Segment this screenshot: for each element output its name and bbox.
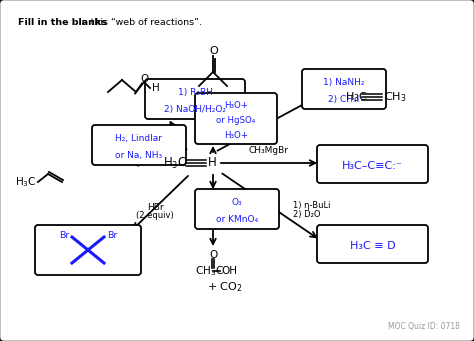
Text: 1) η-BuLi: 1) η-BuLi	[293, 201, 330, 209]
Text: H₃C–C≡C:⁻: H₃C–C≡C:⁻	[342, 161, 403, 170]
Text: H: H	[152, 83, 160, 93]
Text: H₃O+: H₃O+	[224, 131, 248, 140]
Text: HBr: HBr	[146, 203, 164, 211]
FancyBboxPatch shape	[195, 93, 277, 144]
FancyBboxPatch shape	[317, 145, 428, 183]
Text: O: O	[141, 74, 149, 84]
Text: in this “web of reactions”.: in this “web of reactions”.	[76, 18, 202, 27]
Text: H₂, Lindlar: H₂, Lindlar	[116, 134, 163, 143]
Text: 1) R₂BH: 1) R₂BH	[178, 88, 212, 97]
FancyBboxPatch shape	[92, 125, 186, 165]
Text: Br: Br	[59, 231, 69, 239]
Text: 2) CH₃I: 2) CH₃I	[328, 95, 360, 104]
FancyBboxPatch shape	[35, 225, 141, 275]
Text: + CO$_2$: + CO$_2$	[207, 280, 243, 294]
Text: MOC Quiz ID: 0718: MOC Quiz ID: 0718	[388, 322, 460, 331]
Text: Fill in the blanks: Fill in the blanks	[18, 18, 107, 27]
Text: Br: Br	[107, 231, 117, 239]
Text: H$_3$C: H$_3$C	[163, 155, 187, 170]
Text: H: H	[208, 157, 217, 169]
Text: H₃C ≡ D: H₃C ≡ D	[350, 241, 395, 251]
Text: O₃: O₃	[232, 198, 242, 207]
Text: OH: OH	[221, 266, 237, 276]
Text: or KMnO₄: or KMnO₄	[216, 215, 258, 224]
Text: H$_3$C: H$_3$C	[15, 175, 36, 189]
Text: 2) NaOH/H₂O₂: 2) NaOH/H₂O₂	[164, 105, 226, 114]
Text: or Na, NH₃: or Na, NH₃	[116, 151, 163, 160]
Text: CH$_3$: CH$_3$	[384, 90, 407, 104]
Text: or HgSO₄: or HgSO₄	[216, 116, 255, 125]
Text: 2) D₂O: 2) D₂O	[293, 210, 320, 220]
Text: CH₃MgBr: CH₃MgBr	[249, 146, 289, 155]
FancyBboxPatch shape	[145, 79, 245, 119]
FancyBboxPatch shape	[195, 189, 279, 229]
FancyBboxPatch shape	[317, 225, 428, 263]
Text: O: O	[210, 250, 218, 260]
FancyBboxPatch shape	[302, 69, 386, 109]
Text: H₃O+: H₃O+	[224, 101, 248, 110]
Text: O: O	[210, 46, 219, 56]
Text: H$_3$C: H$_3$C	[345, 90, 368, 104]
Text: CH$_3$C: CH$_3$C	[195, 264, 224, 278]
Text: 1) NaNH₂: 1) NaNH₂	[323, 78, 365, 87]
Text: (2 equiv): (2 equiv)	[136, 211, 174, 221]
